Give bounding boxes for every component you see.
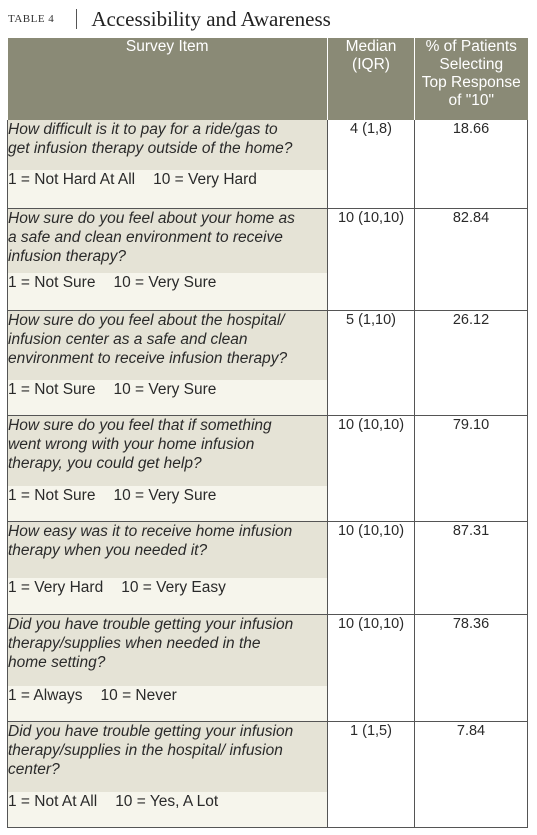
table-row-scale: 1 = Not Sure 10 = Very Sure: [7, 273, 528, 311]
table-row: How sure do you feel that if something we…: [7, 415, 528, 522]
table-row-scale: 1 = Not Hard At All 10 = Very Hard: [7, 170, 528, 209]
survey-question: How sure do you feel about your home as a…: [7, 208, 328, 273]
question-line: Did you have trouble getting your infusi…: [8, 722, 294, 740]
header-median: Median (IQR): [327, 38, 415, 120]
scale-low-label: 1 = Not Sure: [8, 274, 96, 291]
survey-question: How sure do you feel about the hospital/…: [7, 310, 328, 380]
header-percent-line3: Top Response: [421, 74, 521, 91]
question-line: How easy was it to receive home infusion: [8, 522, 293, 540]
median-iqr-cell: 5 (1,10): [327, 310, 415, 416]
percent-top-response-cell: 82.84: [414, 208, 528, 311]
question-line: home setting?: [8, 653, 106, 671]
header-percent-line2: Selecting: [439, 56, 504, 73]
question-line: How sure do you feel about the hospital/: [8, 311, 285, 329]
header-survey-item: Survey Item: [7, 38, 328, 120]
scale-low-label: 1 = Not Sure: [8, 487, 96, 504]
table-row: Did you have trouble getting your infusi…: [7, 721, 528, 828]
scale-low-label: 1 = Always: [8, 687, 83, 704]
question-line: Did you have trouble getting your infusi…: [8, 615, 294, 633]
percent-top-response-cell: 7.84: [414, 721, 528, 828]
question-line: therapy when you needed it?: [8, 541, 208, 559]
percent-top-response-cell: 79.10: [414, 415, 528, 522]
table-row-scale: 1 = Not Sure 10 = Very Sure: [7, 380, 528, 416]
response-scale: 1 = Not Sure 10 = Very Sure: [7, 273, 328, 311]
median-iqr-cell: 10 (10,10): [327, 614, 415, 722]
scale-low-label: 1 = Not Sure: [8, 381, 96, 398]
question-line: environment to receive infusion therapy?: [8, 349, 288, 367]
question-line: How sure do you feel that if something: [8, 416, 272, 434]
table-row-scale: 1 = Always 10 = Never: [7, 686, 528, 722]
question-line: a safe and clean environment to receive: [8, 228, 283, 246]
scale-low-label: 1 = Not Hard At All: [8, 171, 136, 188]
question-line: went wrong with your home infusion: [8, 435, 255, 453]
table-row: How easy was it to receive home infusion…: [7, 521, 528, 615]
header-row: Survey Item Median (IQR) % of Patients S…: [7, 38, 528, 120]
table-row: Did you have trouble getting your infusi…: [7, 614, 528, 722]
table-caption: TABLE 4 Accessibility and Awareness: [8, 6, 331, 32]
scale-high-label: 10 = Very Sure: [113, 274, 217, 291]
scale-high-label: 10 = Very Hard: [153, 171, 257, 188]
survey-table: Survey Item Median (IQR) % of Patients S…: [7, 38, 528, 828]
scale-low-label: 1 = Very Hard: [8, 579, 104, 596]
header-percent-line1: % of Patients: [425, 38, 517, 55]
survey-question: How sure do you feel that if something we…: [7, 415, 328, 486]
scale-high-label: 10 = Yes, A Lot: [115, 793, 219, 810]
scale-high-label: 10 = Never: [100, 687, 177, 704]
table-row: How sure do you feel about the hospital/…: [7, 310, 528, 416]
scale-high-label: 10 = Very Sure: [113, 381, 217, 398]
table-row-scale: 1 = Not Sure 10 = Very Sure: [7, 486, 528, 522]
survey-question: Did you have trouble getting your infusi…: [7, 614, 328, 686]
response-scale: 1 = Not Sure 10 = Very Sure: [7, 380, 328, 416]
table-title: Accessibility and Awareness: [91, 6, 331, 31]
table-number: TABLE 4: [8, 13, 55, 25]
response-scale: 1 = Always 10 = Never: [7, 686, 328, 722]
percent-top-response-cell: 87.31: [414, 521, 528, 615]
median-iqr-cell: 1 (1,5): [327, 721, 415, 828]
header-percent: % of Patients Selecting Top Response of …: [414, 38, 528, 120]
header-percent-line4: of "10": [448, 92, 494, 109]
question-line: How sure do you feel about your home as: [8, 209, 295, 227]
question-line: center?: [8, 760, 60, 778]
header-median-line1: Median: [345, 38, 397, 55]
question-line: therapy, you could get help?: [8, 454, 202, 472]
scale-high-label: 10 = Very Sure: [113, 487, 217, 504]
survey-question: Did you have trouble getting your infusi…: [7, 721, 328, 792]
survey-question: How difficult is it to pay for a ride/ga…: [7, 120, 328, 170]
response-scale: 1 = Not Sure 10 = Very Sure: [7, 486, 328, 522]
question-line: get infusion therapy outside of the home…: [8, 140, 293, 157]
table-row: How sure do you feel about your home as a…: [7, 208, 528, 311]
question-line: infusion therapy?: [8, 247, 127, 265]
caption-divider: [76, 9, 78, 29]
table-row-scale: 1 = Very Hard 10 = Very Easy: [7, 578, 528, 615]
table-row: How difficult is it to pay for a ride/ga…: [7, 120, 528, 209]
percent-top-response-cell: 26.12: [414, 310, 528, 416]
median-iqr-cell: 10 (10,10): [327, 208, 415, 311]
percent-top-response-cell: 78.36: [414, 614, 528, 722]
question-line: therapy/supplies when needed in the: [8, 634, 261, 652]
response-scale: 1 = Not At All 10 = Yes, A Lot: [7, 792, 328, 828]
table-row-scale: 1 = Not At All 10 = Yes, A Lot: [7, 792, 528, 828]
scale-high-label: 10 = Very Easy: [121, 579, 226, 596]
scale-low-label: 1 = Not At All: [8, 793, 98, 810]
question-line: infusion center as a safe and clean: [8, 330, 248, 348]
median-iqr-cell: 10 (10,10): [327, 415, 415, 522]
header-median-line2: (IQR): [352, 56, 390, 73]
median-iqr-cell: 10 (10,10): [327, 521, 415, 615]
question-line: How difficult is it to pay for a ride/ga…: [8, 121, 278, 138]
median-iqr-cell: 4 (1,8): [327, 120, 415, 209]
percent-top-response-cell: 18.66: [414, 120, 528, 209]
survey-question: How easy was it to receive home infusion…: [7, 521, 328, 578]
question-line: therapy/supplies in the hospital/ infusi…: [8, 741, 283, 759]
response-scale: 1 = Not Hard At All 10 = Very Hard: [7, 170, 328, 209]
response-scale: 1 = Very Hard 10 = Very Easy: [7, 578, 328, 615]
